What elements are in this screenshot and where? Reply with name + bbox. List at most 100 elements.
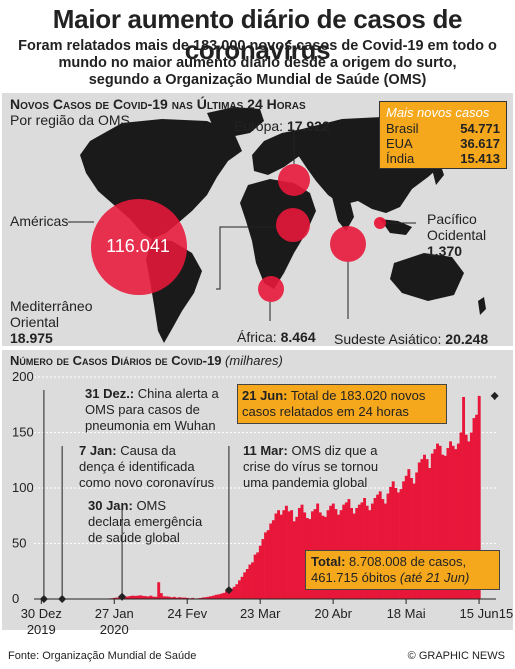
bar [449, 441, 453, 599]
annotation-21-jun: 21 Jun: Total de 183.020 novos casos rel… [237, 384, 447, 424]
annotation-7-jan: 7 Jan: Causa da dença é identificada com… [79, 443, 214, 491]
total-deaths: 461.715 óbitos [311, 570, 397, 585]
bar [279, 514, 283, 599]
annotation-text: de saúde global [88, 530, 180, 545]
legend-value: 54.771 [460, 121, 500, 136]
bar [430, 453, 434, 599]
x-tick-label: 15 [499, 606, 513, 621]
map-heading: Novos Casos de Covid-19 nas Últimas 24 H… [10, 96, 306, 112]
bar [287, 511, 291, 599]
x-tick-label: 2020 [100, 622, 129, 637]
total-date-note: (até 21 Jun) [399, 570, 470, 585]
event-marker [224, 586, 233, 595]
y-tick-label: 0 [12, 591, 19, 606]
x-tick-label: 23 Mar [240, 606, 281, 621]
bar [459, 432, 463, 599]
annotation-text: casos relatados em 24 horas [242, 404, 409, 419]
annotation-line: 21 Jun: Total de 183.020 novos [242, 388, 442, 404]
bar [464, 434, 468, 599]
africa-bubble [258, 276, 284, 302]
event-lines [39, 390, 499, 603]
bar [425, 459, 429, 599]
bar [391, 481, 395, 599]
africa-value: 8.464 [280, 329, 316, 345]
bar [410, 478, 413, 599]
bar [292, 521, 296, 599]
australia-shape [390, 253, 464, 301]
bar [165, 596, 168, 599]
legend-title: Mais novos casos [386, 105, 490, 120]
bar [472, 418, 476, 599]
annotation-text: dença é identificada [79, 459, 195, 474]
x-tick-label: 2019 [27, 622, 56, 637]
bar [183, 597, 187, 599]
bar [469, 432, 473, 599]
annotation-text: como novo coronavírus [79, 475, 215, 490]
legend-row: Índia 15.413 [386, 151, 500, 166]
credit-note: © GRAPHIC NEWS [407, 650, 505, 662]
legend-country: Índia [386, 151, 415, 166]
bar [297, 507, 301, 599]
x-tick-label: 20 Abr [314, 606, 352, 621]
bar [381, 499, 385, 599]
bar [154, 596, 158, 599]
bar [253, 554, 257, 599]
total-box: Total: 8.708.008 de casos, 461.715 óbito… [305, 550, 500, 590]
bar [454, 449, 458, 599]
bar [271, 520, 275, 599]
bar [238, 580, 241, 599]
annotation-text: crise do vírus se tornou [243, 459, 379, 474]
annotation-30-jan: 30 Jan: OMS declara emergência de saúde … [88, 498, 202, 546]
bar [206, 596, 210, 599]
bar [248, 564, 252, 599]
bar [475, 414, 479, 599]
bar [133, 595, 137, 599]
bar [456, 443, 460, 599]
legend-value: 36.617 [460, 136, 500, 151]
africa-label: África: 8.464 [237, 329, 316, 345]
bar [462, 396, 466, 599]
x-tick-label: 15 Jun [460, 606, 499, 621]
annotation-text: OMS diz que a [291, 443, 378, 458]
bar [282, 510, 286, 599]
greenland-shape [207, 107, 264, 137]
bar [269, 523, 273, 599]
bar [443, 455, 447, 599]
annotation-text: OMS [136, 498, 167, 513]
bar [396, 492, 400, 599]
annotation-date: 30 Jan: [88, 498, 133, 513]
y-axis-labels: 0 50 100 150 200 [12, 369, 34, 606]
europe-label: Europa: 17.922 [234, 118, 330, 134]
x-tick-label: 30 Dez [21, 606, 62, 621]
y-tick-label: 200 [12, 369, 34, 384]
y-tick-label: 50 [12, 536, 26, 551]
annotation-date: 21 Jun: [242, 388, 288, 403]
bar [214, 594, 218, 599]
mediterranean-bubble [276, 208, 310, 242]
bar [404, 475, 408, 599]
chart-heading-text: Número de Casos Diários de Covid-19 [10, 353, 222, 368]
bar [240, 576, 244, 599]
bar [412, 483, 416, 599]
europe-value: 17.922 [286, 118, 330, 134]
bar [441, 454, 445, 599]
bar [243, 572, 247, 599]
bar [258, 545, 262, 599]
annotation-text: Causa da [120, 443, 176, 458]
bar [115, 597, 119, 599]
bar [162, 596, 166, 599]
map-subheading: Por região da OMS [10, 112, 130, 128]
bar [175, 597, 179, 599]
x-tick-label: 27 Jan [95, 606, 134, 621]
bar [217, 594, 221, 599]
chart-heading: Número de Casos Diários de Covid-19 (mil… [10, 353, 283, 368]
africa-shape [240, 179, 316, 289]
bar [436, 443, 439, 599]
mediterranean-name-1: Mediterrâneo [10, 298, 93, 314]
legend-country: Brasil [386, 121, 419, 136]
bar [219, 593, 223, 599]
bar [303, 512, 307, 599]
bar [284, 505, 288, 599]
total-line-1: Total: 8.708.008 de casos, [311, 554, 494, 570]
